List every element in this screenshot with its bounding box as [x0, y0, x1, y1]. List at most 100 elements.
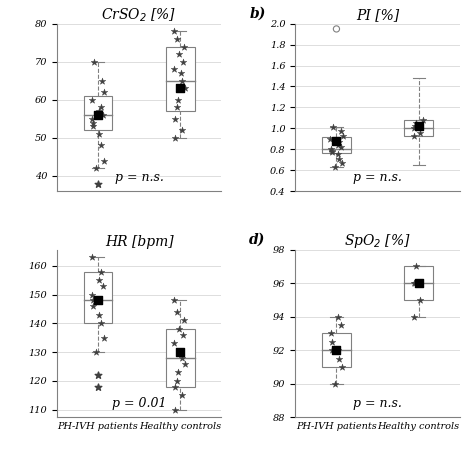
Point — [180, 58, 187, 65]
Point — [331, 380, 338, 387]
Point — [412, 263, 420, 270]
Point — [337, 143, 345, 151]
Point — [100, 157, 108, 164]
Title: HR [bpm]: HR [bpm] — [105, 235, 173, 248]
Point — [171, 297, 178, 304]
Point — [178, 127, 185, 134]
Point — [339, 132, 346, 139]
Point — [90, 297, 97, 304]
Point — [99, 77, 106, 84]
Point — [173, 377, 181, 384]
Point — [177, 69, 184, 77]
Point — [411, 279, 419, 287]
Point — [331, 163, 338, 171]
FancyBboxPatch shape — [404, 266, 433, 300]
Point — [100, 88, 108, 96]
FancyBboxPatch shape — [83, 96, 112, 130]
Point — [94, 180, 102, 187]
Point — [174, 368, 182, 376]
Text: p = 0.01: p = 0.01 — [112, 397, 166, 410]
Point — [97, 319, 105, 327]
Point — [171, 27, 178, 35]
Point — [176, 84, 184, 92]
Point — [172, 383, 179, 390]
Point — [333, 25, 340, 33]
Point — [95, 311, 103, 319]
FancyBboxPatch shape — [322, 137, 351, 154]
Point — [327, 146, 335, 153]
FancyBboxPatch shape — [404, 120, 433, 136]
Point — [94, 383, 102, 390]
Point — [334, 346, 342, 354]
Point — [410, 313, 418, 320]
Point — [176, 348, 184, 356]
Point — [173, 104, 181, 111]
Point — [411, 122, 419, 130]
Point — [328, 338, 336, 346]
Point — [96, 276, 103, 284]
Point — [336, 155, 343, 163]
Point — [97, 142, 105, 149]
Point — [181, 360, 189, 367]
Point — [90, 119, 97, 127]
Point — [88, 115, 96, 123]
Title: PI [%]: PI [%] — [356, 9, 399, 23]
Text: p = n.s.: p = n.s. — [353, 171, 402, 184]
Point — [94, 371, 102, 379]
Point — [170, 340, 178, 347]
FancyBboxPatch shape — [322, 333, 351, 367]
Point — [410, 279, 418, 287]
Point — [172, 134, 179, 142]
Text: p = n.s.: p = n.s. — [115, 171, 164, 184]
Point — [172, 115, 179, 123]
Point — [97, 268, 105, 275]
Point — [92, 164, 100, 172]
Point — [410, 132, 418, 139]
Point — [88, 254, 95, 261]
Point — [328, 147, 336, 155]
Point — [334, 313, 342, 320]
Point — [175, 325, 182, 333]
Point — [336, 355, 343, 362]
Title: CrSO$_2$ [%]: CrSO$_2$ [%] — [101, 6, 177, 24]
Point — [96, 108, 103, 115]
Point — [334, 141, 342, 149]
Point — [95, 130, 103, 138]
Point — [91, 58, 98, 65]
Point — [175, 50, 182, 58]
Point — [333, 346, 340, 354]
Point — [415, 279, 422, 287]
Point — [97, 104, 105, 111]
Point — [90, 123, 97, 130]
Point — [338, 159, 346, 167]
Point — [412, 119, 420, 127]
Point — [337, 321, 345, 329]
Point — [179, 354, 186, 362]
Text: p = n.s.: p = n.s. — [353, 397, 402, 410]
Point — [173, 35, 181, 43]
Point — [337, 128, 345, 135]
FancyBboxPatch shape — [166, 329, 195, 386]
Point — [336, 138, 343, 146]
Point — [181, 84, 189, 92]
Point — [416, 296, 424, 304]
Text: d): d) — [249, 232, 265, 246]
Point — [94, 111, 102, 119]
Point — [172, 406, 179, 413]
Point — [419, 116, 427, 124]
Point — [326, 135, 334, 143]
Title: SpO$_2$ [%]: SpO$_2$ [%] — [344, 232, 411, 250]
Point — [174, 96, 182, 104]
Point — [100, 334, 108, 341]
Point — [338, 363, 346, 371]
Point — [179, 77, 186, 84]
Point — [334, 151, 342, 158]
Point — [415, 122, 422, 130]
Point — [88, 291, 96, 299]
Point — [328, 346, 336, 354]
Point — [181, 317, 188, 324]
Point — [177, 348, 184, 356]
Point — [410, 125, 418, 132]
Point — [94, 297, 102, 304]
Point — [173, 308, 181, 316]
